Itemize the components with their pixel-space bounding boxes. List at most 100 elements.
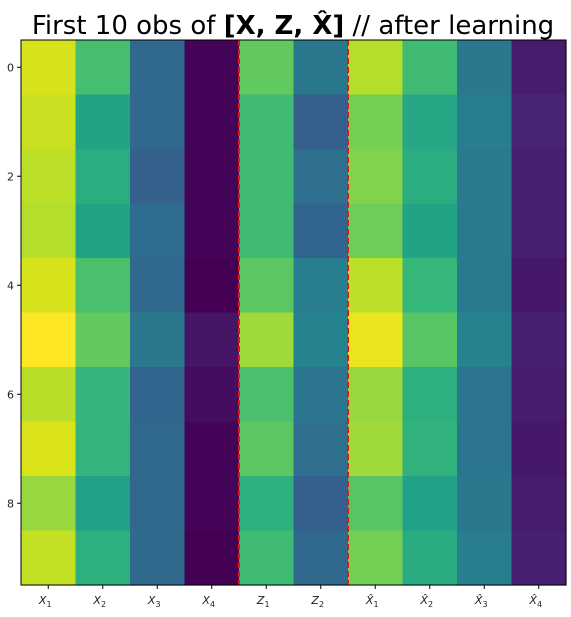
- heatmap-cell-r3-c7: [402, 203, 458, 259]
- heatmap-cell-r0-c5: [293, 40, 349, 96]
- heatmap-cell-r1-c0: [21, 94, 77, 150]
- heatmap-cell-r6-c0: [21, 367, 77, 423]
- heatmap-cell-r4-c8: [457, 258, 513, 314]
- heatmap-cell-r5-c1: [75, 312, 131, 368]
- heatmap-cell-r9-c9: [511, 530, 567, 586]
- heatmap-cell-r8-c5: [293, 476, 349, 532]
- heatmap-cell-r0-c7: [402, 40, 458, 96]
- heatmap-cell-r0-c3: [184, 40, 240, 96]
- heatmap-cell-r3-c6: [348, 203, 404, 259]
- heatmap-cell-r8-c2: [130, 476, 186, 532]
- x-tick-label-6: X̂1: [365, 594, 379, 609]
- title-suffix: // after learning: [344, 11, 554, 41]
- heatmap-cell-r0-c8: [457, 40, 513, 96]
- heatmap-cell-r0-c1: [75, 40, 131, 96]
- heatmap-cell-r9-c8: [457, 530, 513, 586]
- y-tick-label-6: 6: [7, 388, 14, 401]
- heatmap-cell-r5-c8: [457, 312, 513, 368]
- heatmap-cell-r1-c8: [457, 94, 513, 150]
- heatmap-cell-r2-c7: [402, 149, 458, 205]
- heatmap-cell-r9-c2: [130, 530, 186, 586]
- heatmap-cell-r1-c2: [130, 94, 186, 150]
- heatmap-cell-r0-c4: [239, 40, 295, 96]
- heatmap-cell-r6-c6: [348, 367, 404, 423]
- heatmap-cell-r6-c3: [184, 367, 240, 423]
- y-tick-label-4: 4: [7, 279, 14, 292]
- heatmap-cell-r1-c7: [402, 94, 458, 150]
- column-separators: [238, 40, 349, 585]
- heatmap-cell-r6-c5: [293, 367, 349, 423]
- title-math: [X, Z, X̂]: [224, 9, 345, 41]
- heatmap-cell-r7-c4: [239, 421, 295, 477]
- heatmap-cell-r2-c1: [75, 149, 131, 205]
- heatmap-cell-r5-c2: [130, 312, 186, 368]
- heatmap-cell-r5-c3: [184, 312, 240, 368]
- heatmap-cell-r7-c5: [293, 421, 349, 477]
- heatmap-cell-r0-c6: [348, 40, 404, 96]
- x-tick-label-7: X̂2: [419, 594, 433, 609]
- heatmap-cell-r9-c3: [184, 530, 240, 586]
- title-prefix: First 10 obs of: [32, 11, 224, 41]
- heatmap-cell-r1-c5: [293, 94, 349, 150]
- heatmap-cell-r8-c3: [184, 476, 240, 532]
- heatmap-cell-r2-c3: [184, 149, 240, 205]
- heatmap-cell-r8-c1: [75, 476, 131, 532]
- heatmap-cell-r9-c6: [348, 530, 404, 586]
- heatmap-cell-r3-c8: [457, 203, 513, 259]
- heatmap-cell-r8-c4: [239, 476, 295, 532]
- heatmap-cell-r6-c7: [402, 367, 458, 423]
- heatmap-cell-r7-c9: [511, 421, 567, 477]
- heatmap-cell-r7-c3: [184, 421, 240, 477]
- heatmap-cell-r5-c9: [511, 312, 567, 368]
- heatmap-cell-r4-c5: [293, 258, 349, 314]
- chart-title: First 10 obs of [X, Z, X̂] // after lear…: [32, 9, 554, 41]
- x-tick-label-8: X̂3: [474, 594, 488, 609]
- x-tick-label-4: Z1: [256, 594, 270, 609]
- heatmap-cell-r5-c4: [239, 312, 295, 368]
- heatmap-cell-r0-c0: [21, 40, 77, 96]
- heatmap-cell-r8-c6: [348, 476, 404, 532]
- heatmap-cell-r3-c5: [293, 203, 349, 259]
- heatmap-cell-r5-c0: [21, 312, 77, 368]
- heatmap-cell-r3-c9: [511, 203, 567, 259]
- heatmap-cell-r4-c9: [511, 258, 567, 314]
- heatmap-cell-r3-c1: [75, 203, 131, 259]
- heatmap-cell-r1-c9: [511, 94, 567, 150]
- heatmap-cell-r8-c9: [511, 476, 567, 532]
- heatmap-cell-r1-c3: [184, 94, 240, 150]
- heatmap-cell-r2-c5: [293, 149, 349, 205]
- heatmap-cell-r2-c9: [511, 149, 567, 205]
- x-tick-label-0: X1: [38, 594, 52, 609]
- heatmap-cell-r9-c4: [239, 530, 295, 586]
- x-tick-label-9: X̂4: [528, 594, 542, 609]
- heatmap-cell-r1-c6: [348, 94, 404, 150]
- heatmap-cell-r2-c2: [130, 149, 186, 205]
- heatmap-cell-r4-c2: [130, 258, 186, 314]
- heatmap-cell-r6-c8: [457, 367, 513, 423]
- heatmap-cell-r5-c7: [402, 312, 458, 368]
- heatmap-cell-r1-c4: [239, 94, 295, 150]
- heatmap-cell-r6-c4: [239, 367, 295, 423]
- plot-frame: [20, 39, 567, 586]
- x-tick-label-3: X4: [201, 594, 215, 609]
- heatmap-cell-r9-c0: [21, 530, 77, 586]
- heatmap-cell-r7-c6: [348, 421, 404, 477]
- heatmap-cell-r5-c6: [348, 312, 404, 368]
- heatmap-cell-r4-c6: [348, 258, 404, 314]
- heatmap-cell-r1-c1: [75, 94, 131, 150]
- heatmap-cell-r4-c4: [239, 258, 295, 314]
- heatmap-cell-r2-c4: [239, 149, 295, 205]
- heatmap-cell-r0-c9: [511, 40, 567, 96]
- y-tick-label-2: 2: [7, 170, 14, 183]
- heatmap-cell-r7-c1: [75, 421, 131, 477]
- y-tick-label-0: 0: [7, 61, 14, 74]
- heatmap-cell-r6-c2: [130, 367, 186, 423]
- x-tick-label-1: X2: [92, 594, 106, 609]
- heatmap-cell-r8-c8: [457, 476, 513, 532]
- x-tick-label-5: Z2: [310, 594, 324, 609]
- heatmap-cell-r3-c2: [130, 203, 186, 259]
- heatmap-cell-r7-c0: [21, 421, 77, 477]
- heatmap-cell-r5-c5: [293, 312, 349, 368]
- heatmap-cell-r7-c8: [457, 421, 513, 477]
